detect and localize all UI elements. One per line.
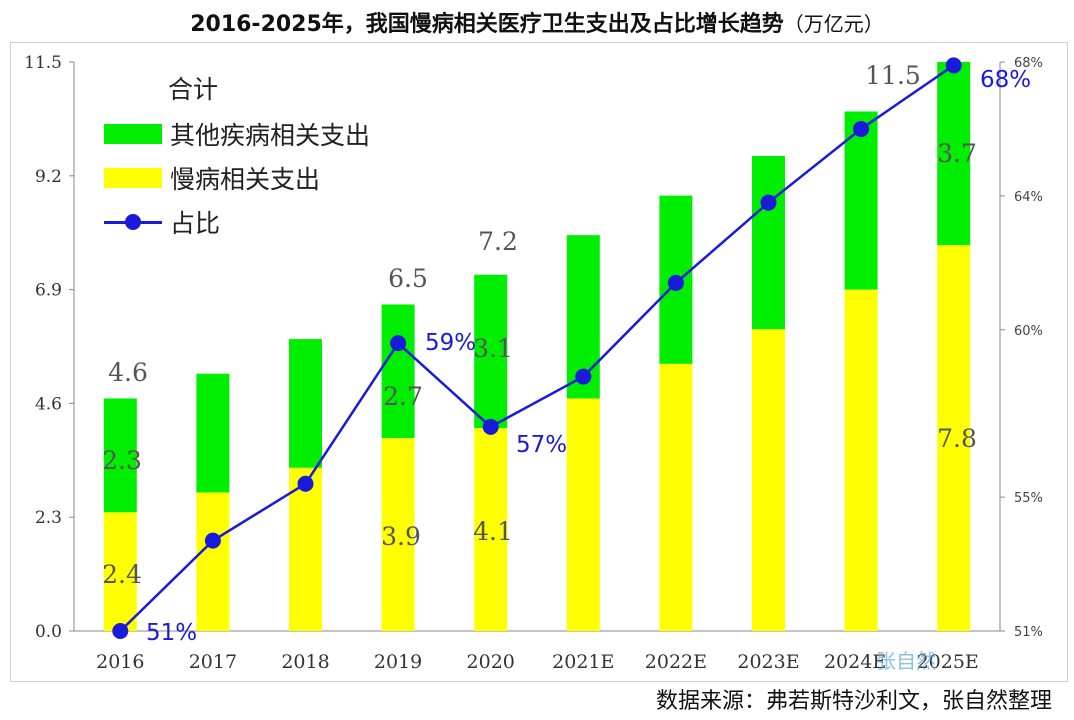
data-label-share: 57% — [516, 432, 567, 458]
chart-canvas: 0.0 2.3 4.6 6.9 9.2 11.5 51% 55% 60% 64% 68% 2016 20… — [24, 53, 1043, 673]
x-tick-label: 2024E — [824, 651, 886, 673]
left-tick-label: 11.5 — [24, 53, 62, 73]
legend: 合计 其他疾病相关支出 慢病相关支出 占比 — [104, 72, 370, 244]
bar-chronic — [659, 363, 693, 631]
legend-title: 合计 — [168, 75, 219, 104]
data-label-total: 7.2 — [478, 227, 518, 256]
data-label-share: 59% — [425, 330, 476, 356]
bar-chronic — [752, 329, 785, 631]
data-label-other: 2.3 — [102, 446, 142, 475]
x-tick-label: 2019 — [374, 651, 422, 673]
right-tick-label: 51% — [1014, 625, 1043, 640]
chart-title-unit: （万亿元） — [783, 12, 884, 36]
bar-chronic — [566, 398, 600, 631]
bar-other — [196, 373, 230, 493]
x-tick-label: 2022E — [645, 651, 707, 673]
right-tick-label: 60% — [1014, 324, 1043, 339]
x-tick-label: 2020 — [467, 651, 515, 673]
bar-other — [474, 274, 508, 429]
data-label-chronic: 4.1 — [473, 517, 513, 546]
data-label-total: 11.5 — [865, 61, 921, 90]
legend-item-chronic: 慢病相关支出 — [104, 156, 370, 200]
bar-chronic — [381, 438, 415, 631]
legend-item-share: 占比 — [104, 200, 370, 244]
legend-label-chronic: 慢病相关支出 — [170, 165, 321, 194]
legend-label-other: 其他疾病相关支出 — [170, 121, 371, 150]
legend-item-other: 其他疾病相关支出 — [104, 112, 370, 156]
share-point — [204, 532, 221, 549]
share-point — [482, 418, 499, 435]
legend-swatch-chronic — [104, 168, 162, 188]
source-note: 数据来源：弗若斯特沙利文，张自然整理 — [655, 689, 1052, 714]
share-point — [760, 194, 777, 211]
bar-other — [937, 62, 971, 246]
left-tick-label: 0.0 — [35, 622, 62, 642]
bar-chronic — [289, 467, 322, 631]
data-label-total: 6.5 — [388, 264, 428, 293]
right-tick-label: 68% — [1014, 56, 1043, 71]
watermark: 张自然 — [876, 649, 936, 673]
right-tick-label: 55% — [1014, 491, 1043, 506]
chart-title-main: 2016-2025年，我国慢病相关医疗卫生支出及占比增长趋势 — [190, 12, 784, 37]
chart-title: 2016-2025年，我国慢病相关医疗卫生支出及占比增长趋势（万亿元） — [0, 6, 1074, 38]
data-label-other: 3.7 — [937, 139, 977, 168]
legend-label-share: 占比 — [170, 209, 221, 238]
left-tick-label: 9.2 — [35, 167, 62, 187]
bar-chronic — [937, 245, 971, 631]
data-label-share: 68% — [980, 67, 1031, 93]
bar-other — [103, 398, 137, 513]
data-label-chronic: 7.8 — [937, 424, 977, 453]
share-point — [575, 368, 592, 385]
bar-chronic — [844, 289, 878, 631]
data-label-total: 4.6 — [108, 358, 148, 387]
bar-other — [381, 304, 415, 439]
x-tick-label: 2018 — [281, 651, 329, 673]
data-label-chronic: 3.9 — [381, 522, 421, 551]
left-tick-label: 6.9 — [35, 281, 62, 301]
bar-other — [844, 111, 878, 290]
bar-chronic — [103, 512, 137, 631]
legend-line-marker — [104, 212, 162, 232]
data-label-other: 3.1 — [473, 334, 513, 363]
share-point — [945, 57, 962, 74]
x-tick-label: 2025E — [917, 651, 979, 673]
share-point — [112, 623, 129, 639]
share-point — [297, 475, 314, 492]
share-point — [390, 335, 407, 352]
data-label-share: 51% — [146, 620, 197, 646]
right-tick-label: 64% — [1014, 190, 1043, 205]
data-label-other: 2.7 — [383, 382, 423, 411]
left-tick-label: 4.6 — [35, 394, 62, 414]
share-point — [667, 274, 684, 291]
x-tick-label: 2021E — [552, 651, 614, 673]
bar-chronic — [474, 428, 508, 631]
share-line — [119, 64, 955, 632]
legend-swatch-other — [104, 124, 162, 144]
chart-frame — [10, 42, 1068, 682]
bar-chronic — [196, 492, 230, 631]
bar-other — [289, 339, 322, 468]
x-tick-label: 2016 — [96, 651, 144, 673]
bar-other — [752, 156, 785, 330]
share-point — [853, 120, 870, 137]
x-tick-label: 2023E — [737, 651, 799, 673]
x-tick-label: 2017 — [189, 651, 237, 673]
left-tick-label: 2.3 — [35, 508, 62, 528]
data-label-chronic: 2.4 — [102, 560, 142, 589]
